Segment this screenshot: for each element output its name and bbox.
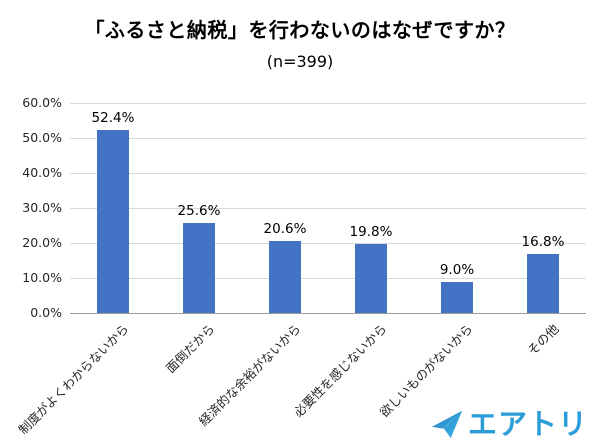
y-tick-label: 0.0% — [30, 305, 62, 320]
gridline — [70, 137, 586, 139]
y-tick-label: 20.0% — [22, 235, 62, 250]
y-tick-label: 60.0% — [22, 95, 62, 110]
value-label: 52.4% — [91, 109, 135, 126]
value-label: 9.0% — [439, 261, 475, 278]
value-label: 25.6% — [177, 203, 221, 220]
airtrip-logo-text: エアトリ — [467, 407, 588, 441]
airtrip-logo: エアトリ — [430, 407, 588, 441]
chart-subtitle: (n=399) — [266, 52, 334, 71]
gridline — [70, 207, 586, 209]
value-label: 20.6% — [263, 220, 307, 237]
bar — [269, 240, 301, 313]
bar — [441, 281, 473, 313]
chart-title: 「ふるさと納税」を行わないのはなぜですか？ — [84, 18, 516, 42]
gridline — [70, 242, 586, 244]
bar — [97, 129, 129, 313]
y-tick-label: 40.0% — [22, 165, 62, 180]
y-tick-label: 10.0% — [22, 270, 62, 285]
gridline — [70, 277, 586, 279]
airtrip-logo-icon — [431, 410, 463, 439]
gridline — [70, 102, 586, 104]
bar — [183, 223, 215, 313]
x-axis-line — [70, 312, 586, 314]
gridline — [70, 172, 586, 174]
value-label: 19.8% — [349, 223, 393, 240]
bar — [527, 254, 559, 313]
value-label: 16.8% — [521, 234, 565, 251]
bar — [355, 243, 387, 313]
y-tick-label: 30.0% — [22, 200, 62, 215]
y-tick-label: 50.0% — [22, 130, 62, 145]
